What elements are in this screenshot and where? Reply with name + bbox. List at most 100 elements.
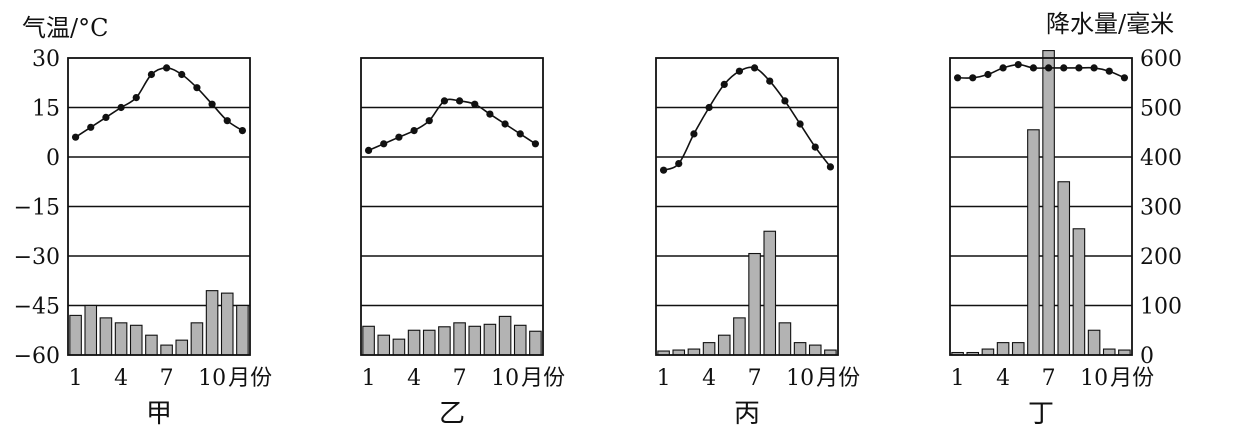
precipitation-tick-label: 200 [1140, 245, 1182, 270]
month-tick-label: 1 [657, 366, 671, 391]
month-unit-label: 月份 [228, 366, 272, 391]
precipitation-bar [733, 317, 746, 356]
precipitation-tick-label: 500 [1140, 97, 1182, 122]
temperature-point [516, 130, 524, 138]
temperature-tick-labels: 30 15 0 −15 −30 −45 −60 [14, 47, 60, 369]
precipitation-bar [220, 292, 234, 356]
month-tick-label: 4 [114, 366, 128, 391]
temperature-point [953, 74, 962, 82]
temperature-point [117, 103, 125, 112]
precipitation-bar [1057, 181, 1071, 356]
climate-chart-panel: 1 4 7 10 月份丁 [949, 50, 1154, 429]
precipitation-bar [498, 315, 512, 356]
temperature-point [410, 127, 418, 135]
temperature-point [1120, 74, 1129, 82]
precipitation-bar [1042, 50, 1055, 356]
temperature-point [750, 64, 759, 72]
temperature-point [178, 70, 186, 79]
precipitation-bar [422, 329, 436, 356]
temperature-point [425, 117, 433, 125]
temperature-point [531, 140, 540, 148]
temperature-point [223, 117, 231, 125]
precipitation-bar [778, 322, 792, 356]
climate-chart-panel: 1 4 7 10 月份甲 [67, 57, 272, 429]
precipitation-bar [114, 322, 128, 356]
plot-frame [360, 57, 544, 356]
temperature-point [811, 143, 819, 151]
precipitation-tick-label: 400 [1140, 146, 1182, 171]
temperature-tick-label: −30 [14, 245, 60, 270]
temperature-point [455, 97, 464, 105]
temperature-point [781, 97, 789, 105]
temperature-point [720, 80, 728, 88]
precipitation-bar [377, 334, 391, 356]
month-unit-label: 月份 [521, 366, 565, 391]
precipitation-bar [513, 324, 527, 356]
temperature-point [766, 77, 774, 85]
temperature-tick-label: −60 [14, 344, 60, 369]
precipitation-bar [763, 230, 777, 356]
temperature-line [957, 63, 1125, 79]
temperature-point [486, 110, 494, 118]
precipitation-bar [702, 342, 716, 356]
temperature-tick-label: 30 [32, 47, 60, 72]
precipitation-bar [175, 339, 189, 356]
month-tick-label: 1 [69, 366, 83, 391]
month-tick-label: 1 [362, 366, 376, 391]
temperature-point [1044, 64, 1053, 72]
temperature-point [705, 103, 713, 112]
temperature-point [132, 94, 140, 102]
temperature-point [675, 160, 683, 168]
month-tick-label: 4 [996, 366, 1010, 391]
month-tick-label: 7 [1042, 366, 1056, 391]
temperature-point [364, 146, 373, 154]
precipitation-bar [483, 323, 497, 356]
temperature-point [999, 64, 1007, 72]
precipitation-bar [717, 334, 731, 356]
temperature-point [440, 97, 449, 105]
temperature-point [1029, 64, 1038, 72]
chart-title: 甲 [146, 399, 172, 429]
month-tick-label: 10 [786, 366, 814, 391]
precipitation-bar [529, 330, 542, 356]
month-unit-label: 月份 [816, 366, 860, 391]
temperature-point [395, 133, 403, 141]
precipitation-bar [236, 304, 249, 356]
precipitation-tick-labels: 600 500 400 300 200 100 0 [1140, 47, 1182, 369]
temperature-point [87, 123, 95, 131]
temperature-point [102, 113, 110, 121]
temperature-tick-label: 0 [46, 146, 60, 171]
temperature-point [162, 64, 171, 72]
temperature-point [1090, 64, 1098, 72]
precipitation-bar [748, 252, 761, 356]
precipitation-bar [129, 324, 143, 356]
precipitation-bar [362, 325, 375, 356]
chart-title: 丁 [1028, 399, 1054, 429]
temperature-point [208, 100, 216, 108]
temperature-tick-label: −45 [14, 295, 60, 320]
precipitation-bar [438, 326, 451, 356]
temperature-point [193, 84, 201, 92]
climate-chart-panel: 1 4 7 10 月份乙 [360, 57, 565, 429]
plot-frame [949, 57, 1133, 356]
precipitation-tick-label: 600 [1140, 47, 1182, 72]
temperature-point [1105, 67, 1113, 75]
temperature-point [147, 70, 156, 79]
precipitation-bar [793, 342, 807, 356]
temperature-point [1014, 61, 1022, 69]
chart-title: 丙 [734, 399, 760, 429]
precipitation-bar [1011, 342, 1025, 356]
temperature-point [690, 130, 698, 138]
month-tick-label: 1 [951, 366, 965, 391]
temperature-point [501, 120, 509, 128]
month-tick-label: 10 [1080, 366, 1108, 391]
precipitation-bar [99, 317, 113, 356]
temperature-point [659, 166, 668, 174]
temperature-point [796, 120, 804, 128]
precipitation-bar [468, 325, 482, 356]
precipitation-bar [84, 304, 98, 356]
temperature-line [75, 67, 243, 138]
precipitation-bar [392, 338, 406, 356]
